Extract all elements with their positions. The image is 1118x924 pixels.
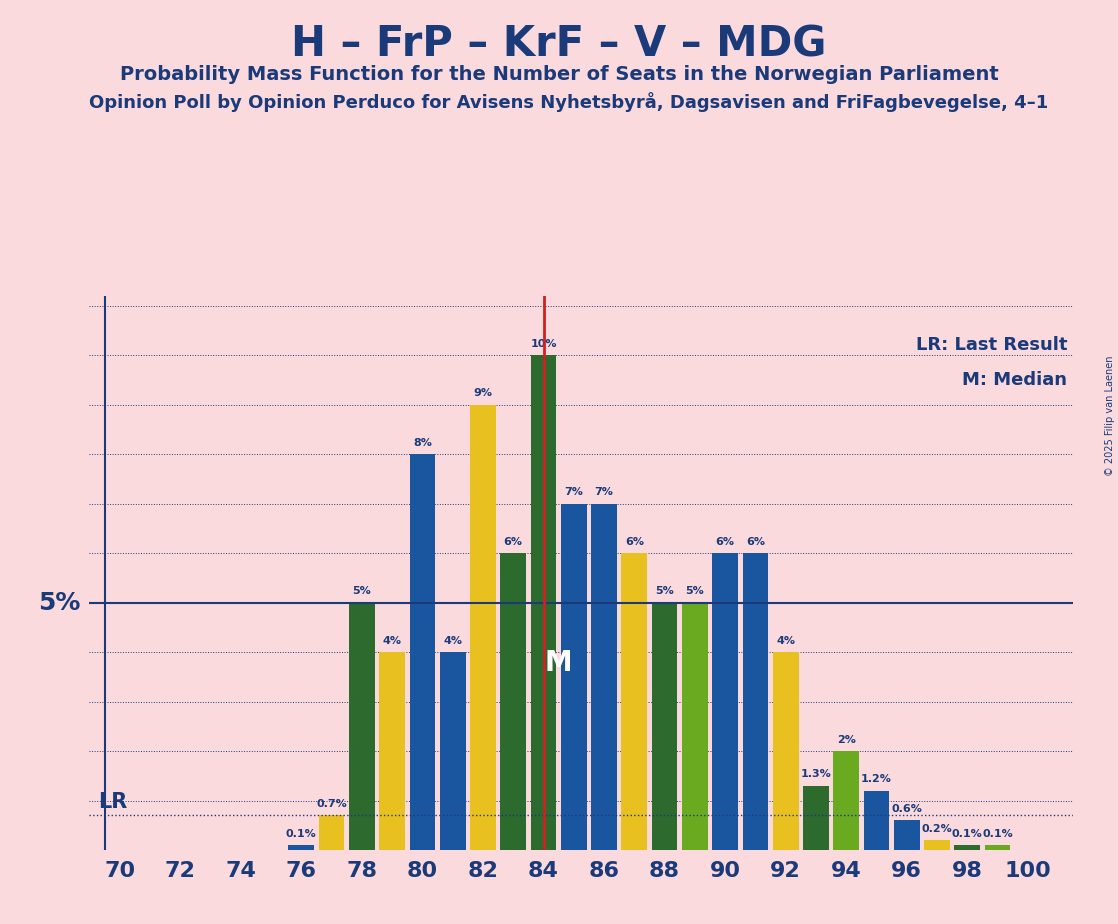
Text: 4%: 4%	[382, 636, 401, 646]
Bar	[531, 355, 557, 850]
Text: 7%: 7%	[595, 487, 614, 497]
Bar	[501, 553, 527, 850]
Bar	[439, 652, 465, 850]
Text: M: M	[544, 649, 572, 676]
Bar	[470, 405, 496, 850]
Text: 0.2%: 0.2%	[921, 823, 953, 833]
Text: Opinion Poll by Opinion Perduco for Avisens Nyhetsbyrå, Dagsavisen and FriFagbev: Opinion Poll by Opinion Perduco for Avis…	[89, 92, 1049, 113]
Text: 2%: 2%	[836, 735, 855, 745]
Bar	[894, 821, 920, 850]
Text: M: Median: M: Median	[963, 371, 1068, 389]
Bar	[591, 504, 617, 850]
Text: 5%: 5%	[685, 586, 704, 596]
Bar	[561, 504, 587, 850]
Bar	[622, 553, 647, 850]
Text: 8%: 8%	[413, 438, 432, 447]
Text: 5%: 5%	[38, 590, 80, 614]
Text: LR: LR	[98, 793, 127, 812]
Bar	[409, 454, 435, 850]
Bar	[803, 785, 828, 850]
Text: 6%: 6%	[625, 537, 644, 547]
Bar	[652, 602, 678, 850]
Text: LR: Last Result: LR: Last Result	[916, 336, 1068, 354]
Bar	[682, 602, 708, 850]
Bar	[349, 602, 375, 850]
Bar	[319, 816, 344, 850]
Text: 0.1%: 0.1%	[286, 829, 316, 839]
Bar	[379, 652, 405, 850]
Bar	[985, 845, 1011, 850]
Text: 9%: 9%	[474, 388, 492, 398]
Text: © 2025 Filip van Laenen: © 2025 Filip van Laenen	[1106, 356, 1115, 476]
Text: 6%: 6%	[504, 537, 523, 547]
Bar	[955, 845, 980, 850]
Text: Probability Mass Function for the Number of Seats in the Norwegian Parliament: Probability Mass Function for the Number…	[120, 65, 998, 84]
Text: 4%: 4%	[443, 636, 462, 646]
Text: 6%: 6%	[716, 537, 735, 547]
Bar	[925, 840, 950, 850]
Text: 5%: 5%	[352, 586, 371, 596]
Bar	[833, 751, 859, 850]
Bar	[863, 791, 890, 850]
Text: 1.3%: 1.3%	[800, 770, 832, 779]
Text: 1.2%: 1.2%	[861, 774, 892, 784]
Text: 0.1%: 0.1%	[951, 829, 983, 839]
Text: 0.1%: 0.1%	[983, 829, 1013, 839]
Text: H – FrP – KrF – V – MDG: H – FrP – KrF – V – MDG	[292, 23, 826, 65]
Text: 7%: 7%	[565, 487, 584, 497]
Text: 10%: 10%	[530, 338, 557, 348]
Bar	[742, 553, 768, 850]
Text: 0.7%: 0.7%	[316, 799, 347, 809]
Bar	[288, 845, 314, 850]
Text: 4%: 4%	[776, 636, 795, 646]
Bar	[773, 652, 798, 850]
Bar	[712, 553, 738, 850]
Text: 6%: 6%	[746, 537, 765, 547]
Text: 0.6%: 0.6%	[891, 804, 922, 814]
Text: 5%: 5%	[655, 586, 674, 596]
